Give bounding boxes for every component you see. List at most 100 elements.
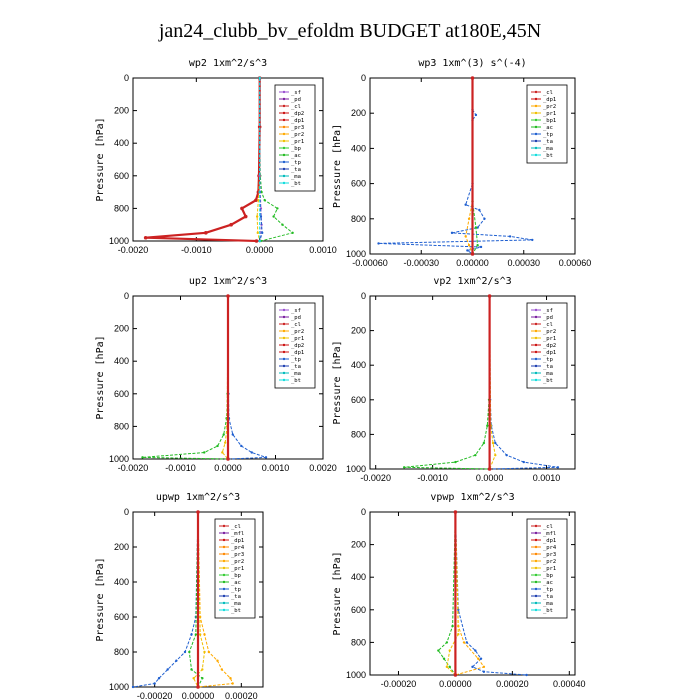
y-tick-label: 1000 [109,236,129,246]
series-line-dp1 [404,295,491,470]
panel-title: up2 1xm^2/s^3 [189,276,267,287]
data-point [259,215,263,218]
legend-marker [534,308,538,312]
data-point [260,190,263,194]
panel-title: vp2 1xm^2/s^3 [433,276,511,287]
legend-marker [534,336,538,340]
y-tick-label: 400 [351,360,366,370]
y-tick-label: 800 [351,214,366,224]
legend-marker [534,538,538,542]
data-point [231,682,234,685]
data-point [143,235,148,240]
y-tick-label: 1000 [346,249,366,259]
legend-marker [534,153,538,157]
legend-label: _pr2 [543,329,556,335]
legend-label: _pr1 [291,336,304,342]
legend-marker [534,371,538,375]
legend-label: _bp [231,573,241,579]
legend-label: _ma [543,146,553,152]
y-tick-label: 0 [361,507,366,517]
data-point [494,441,497,445]
data-point [454,460,457,464]
legend-marker [282,139,286,143]
y-tick-label: 1000 [346,670,366,680]
legend-marker [534,350,538,354]
data-point [204,231,208,235]
legend-label: _sf [543,308,553,314]
y-tick-label: 400 [351,143,366,153]
x-tick-label: -0.0010 [181,245,212,255]
data-point [229,222,233,227]
legend-label: _cl [543,524,553,530]
legend-marker [534,524,538,528]
legend-label: _ma [291,174,301,180]
legend-label: _bp1 [543,118,556,124]
y-tick-label: 200 [114,106,129,116]
legend-label: _pr2 [543,104,556,110]
data-point [487,467,492,471]
legend-label: _pr3 [543,552,556,558]
y-axis-label: Pressure [hPa] [332,124,343,208]
data-point [243,214,248,219]
legend-label: _ma [291,371,301,377]
y-axis-label: Pressure [hPa] [332,340,343,424]
x-tick-label: 0.00000 [439,679,472,689]
data-point [190,633,193,636]
data-point [131,685,135,689]
legend-marker [222,538,226,542]
legend-label: _cl [543,90,553,96]
y-axis-label: Pressure [hPa] [95,117,106,201]
data-point [207,650,211,654]
legend-marker [282,308,286,312]
series-line-dp1 [142,295,229,460]
panel-wp2: wp2 1xm^2/s^3 Pressure [hPa] 0 200 400 600 800… [95,58,337,255]
legend-label: _dp1 [231,538,244,544]
data-point [445,665,449,669]
data-point [487,294,492,298]
x-tick-label: -0.00060 [352,258,388,268]
legend-marker [534,104,538,108]
legend-label: _pr2 [543,559,556,565]
data-point [437,649,440,652]
x-tick-label: 0.0010 [309,245,337,255]
legend-box [526,84,568,164]
data-point [476,244,479,247]
data-point [467,244,471,247]
data-point [190,668,193,671]
y-tick-label: 800 [114,647,129,657]
legend-marker [534,580,538,584]
legend-marker [534,566,538,570]
data-point [226,457,230,461]
legend-marker [534,322,538,326]
panel-title: wp3 1xm^(3) s^(-4) [418,58,526,69]
series-line-ac [437,511,456,676]
series-line-dp1 [145,78,261,243]
legend-marker [534,594,538,598]
legend-label: _ta [231,594,241,600]
data-point [226,294,230,298]
legend-marker [534,608,538,612]
legend-marker [534,118,538,122]
data-point [250,451,253,454]
data-point [220,668,224,671]
legend-marker [534,97,538,101]
data-point [453,673,458,677]
legend-label: _cl [543,322,553,328]
legend-label: _pr1 [543,336,556,342]
legend-label: _bt [543,153,553,159]
legend-marker [282,111,286,115]
data-point [467,217,471,220]
data-point [479,245,483,249]
legend-label: _tp [291,357,301,363]
legend-label: _dp2 [543,343,556,349]
legend-marker [534,146,538,150]
legend-label: _pd [291,97,301,103]
data-point [466,249,469,252]
legend-marker [222,594,226,598]
data-point [203,451,206,454]
data-point [196,685,200,689]
series-line-tp [132,511,199,688]
legend-marker [282,97,286,101]
data-point [216,444,219,448]
legend-marker [282,336,286,340]
